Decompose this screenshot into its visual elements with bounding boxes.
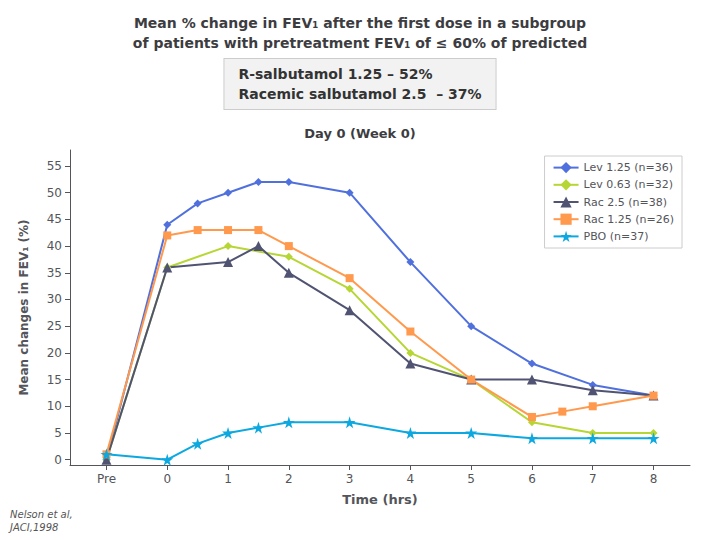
svg-text:R-salbutamol 1.25 – 52%: R-salbutamol 1.25 – 52% [238, 66, 432, 82]
svg-text:50: 50 [47, 186, 62, 200]
svg-text:Day 0 (Week 0): Day 0 (Week 0) [304, 126, 415, 141]
svg-text:55: 55 [47, 159, 62, 173]
svg-text:Mean changes in FEV₁ (%): Mean changes in FEV₁ (%) [17, 219, 31, 395]
svg-text:Lev 1.25 (n=36): Lev 1.25 (n=36) [584, 161, 673, 174]
svg-text:45: 45 [47, 212, 62, 226]
svg-text:PBO (n=37): PBO (n=37) [584, 230, 649, 243]
svg-text:10: 10 [47, 399, 62, 413]
svg-text:5: 5 [54, 426, 62, 440]
svg-text:of patients with pretreatment: of patients with pretreatment FEV₁ of ≤ … [133, 35, 587, 51]
svg-text:Time (hrs): Time (hrs) [342, 492, 418, 507]
svg-text:2: 2 [285, 472, 293, 486]
svg-text:Rac 1.25 (n=26): Rac 1.25 (n=26) [584, 213, 674, 226]
svg-text:25: 25 [47, 319, 62, 333]
svg-text:15: 15 [47, 373, 62, 387]
svg-text:30: 30 [47, 292, 62, 306]
svg-text:4: 4 [407, 472, 415, 486]
svg-text:3: 3 [346, 472, 354, 486]
svg-text:1: 1 [224, 472, 232, 486]
svg-text:40: 40 [47, 239, 62, 253]
svg-text:35: 35 [47, 266, 62, 280]
svg-text:0: 0 [163, 472, 171, 486]
svg-text:Rac 2.5 (n=38): Rac 2.5 (n=38) [584, 196, 667, 209]
svg-text:JACI,1998: JACI,1998 [8, 522, 58, 533]
svg-text:Racemic salbutamol 2.5 – 37%: Racemic salbutamol 2.5 – 37% [238, 86, 481, 102]
svg-text:Mean % change in FEV₁ after th: Mean % change in FEV₁ after the first do… [134, 15, 586, 31]
svg-text:0: 0 [54, 453, 62, 467]
svg-text:Nelson et al,: Nelson et al, [10, 509, 73, 520]
svg-text:Lev 0.63 (n=32): Lev 0.63 (n=32) [584, 178, 673, 191]
svg-text:7: 7 [589, 472, 597, 486]
svg-text:Pre: Pre [97, 472, 116, 486]
svg-text:5: 5 [467, 472, 475, 486]
svg-text:8: 8 [650, 472, 658, 486]
svg-text:6: 6 [528, 472, 536, 486]
svg-text:20: 20 [47, 346, 62, 360]
